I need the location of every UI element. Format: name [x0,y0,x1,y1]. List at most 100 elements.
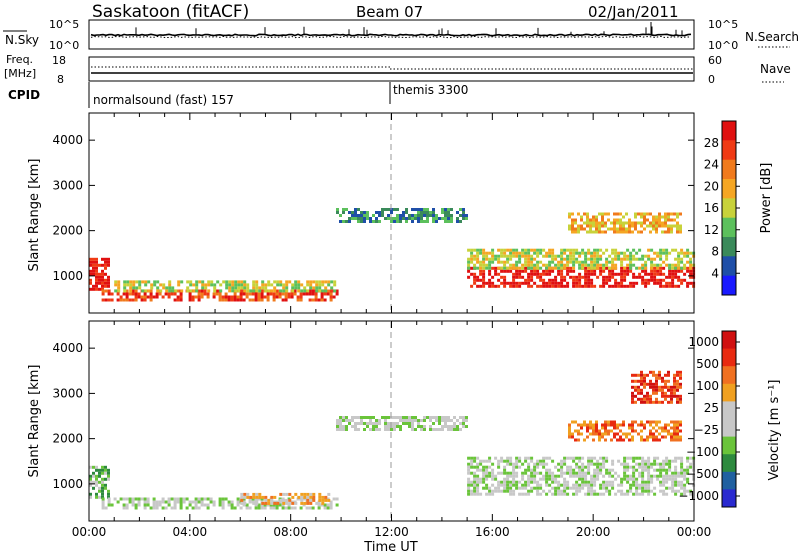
data-cell [676,420,679,424]
data-cell [602,251,606,255]
data-cell [147,280,151,284]
data-cell [593,251,597,255]
data-cell [503,284,507,288]
data-cell [101,477,104,481]
data-cell [634,385,637,389]
data-cell [435,217,438,220]
data-cell [119,298,123,302]
data-cell [89,480,92,484]
data-cell [563,483,567,487]
data-cell [488,260,492,264]
data-cell [467,465,471,469]
data-cell [423,419,426,422]
data-cell [336,425,339,428]
data-cell [503,468,507,472]
data-cell [435,419,438,422]
data-cell [518,456,522,460]
data-cell [456,211,459,214]
data-cell [354,217,357,220]
data-cell [479,263,483,267]
data-cell [243,501,247,505]
data-cell [89,272,92,276]
data-cell [143,506,147,510]
data-cell [560,272,564,276]
data-cell [616,230,619,234]
data-cell [527,480,531,484]
data-cell [659,278,663,282]
data-cell [354,425,357,428]
data-cell [462,416,465,419]
data-cell [584,251,588,255]
data-cell [557,269,561,273]
data-cell [512,266,516,270]
data-cell [613,212,616,216]
data-cell [545,251,549,255]
data-cell [554,263,558,267]
data-cell [123,283,127,287]
data-cell [237,280,241,284]
data-cell [644,483,648,487]
data-cell [221,295,225,299]
data-cell [680,260,684,264]
data-cell [661,385,664,389]
data-cell [311,292,315,296]
data-cell [491,474,495,478]
data-cell [312,286,316,290]
data-cell [587,272,591,276]
data-cell [664,382,667,386]
data-cell [314,292,318,296]
data-cell [613,227,616,231]
data-cell [384,428,387,431]
data-cell [650,269,654,273]
data-cell [548,251,552,255]
data-cell [470,471,474,475]
data-cell [366,422,369,425]
data-cell [206,292,210,296]
data-cell [548,263,552,267]
data-cell [548,284,552,288]
data-cell [503,263,507,267]
data-cell [354,214,357,217]
data-cell [329,503,333,507]
data-cell [305,292,309,296]
data-cell [411,419,414,422]
data-cell [191,298,195,302]
data-cell [677,471,681,475]
data-cell [571,224,574,228]
data-cell [640,230,643,234]
data-cell [494,272,498,276]
data-cell [610,438,613,442]
data-cell [491,266,495,270]
data-cell [500,471,504,475]
data-cell [614,263,618,267]
nsky-label: N.Sky [5,33,39,47]
data-cell [689,272,693,276]
data-cell [435,214,438,217]
data-cell [201,286,205,290]
data-cell [632,281,636,285]
data-cell [497,486,501,490]
data-cell [539,248,543,252]
data-cell [644,260,648,264]
data-cell [674,468,678,472]
data-cell [590,269,594,273]
data-cell [530,278,534,282]
data-cell [260,298,264,302]
data-cell [294,286,298,290]
data-cell [482,269,486,273]
data-cell [620,269,624,273]
data-cell [149,298,153,302]
data-cell [593,272,597,276]
data-cell [473,492,477,496]
data-cell [162,286,166,290]
data-cell [515,459,519,463]
data-cell [476,260,480,264]
data-cell [194,295,198,299]
data-cell [578,474,582,478]
data-cell [689,257,693,261]
data-cell [536,275,540,279]
data-cell [601,435,604,439]
data-cell [168,289,172,293]
data-cell [476,284,480,288]
